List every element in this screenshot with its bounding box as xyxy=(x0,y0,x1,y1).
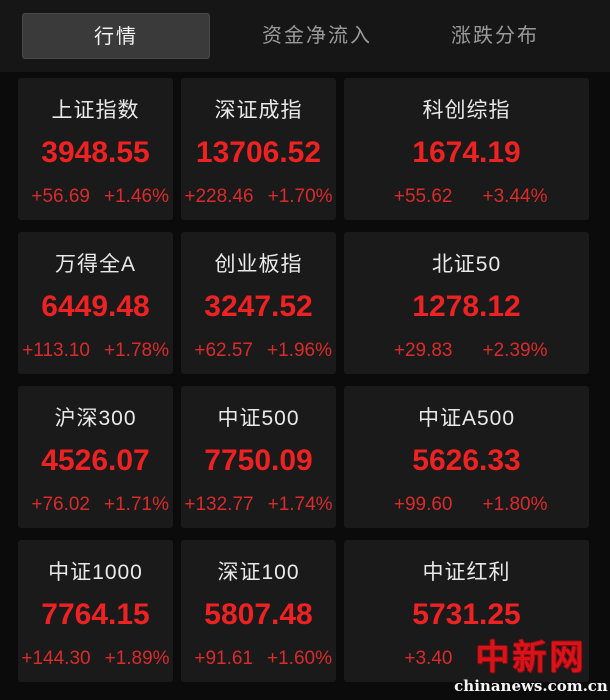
index-card[interactable]: 创业板指 3247.52 +62.57 +1.96% xyxy=(181,232,336,374)
index-name: 深证成指 xyxy=(214,99,303,122)
index-change-percent: +1.78% xyxy=(104,340,169,361)
index-price: 4526.07 xyxy=(41,444,150,477)
index-change-row: +113.10 +1.78% xyxy=(18,340,173,362)
index-change-value: +3.40 xyxy=(404,648,453,669)
index-change-percent: +3.44% xyxy=(482,186,548,207)
index-name: 北证50 xyxy=(431,253,502,276)
index-change-value: +91.61 xyxy=(194,648,253,669)
tab-bar: 行情 资金净流入 涨跌分布 xyxy=(0,0,610,72)
index-price: 7764.15 xyxy=(41,598,150,631)
index-change-percent: +1.70% xyxy=(267,186,333,207)
index-price: 6449.48 xyxy=(41,290,150,323)
index-name: 深证100 xyxy=(217,561,300,584)
index-name: 中证A500 xyxy=(417,407,516,430)
tab-gain-loss-distribution[interactable]: 涨跌分布 xyxy=(451,25,539,47)
index-change-value: +56.69 xyxy=(31,186,90,207)
index-card[interactable]: 上证指数 3948.55 +56.69 +1.46% xyxy=(18,78,173,220)
index-change-row: +132.77 +1.74% xyxy=(181,494,336,516)
index-card[interactable]: 深证100 5807.48 +91.61 +1.60% xyxy=(181,540,336,682)
index-card[interactable]: 深证成指 13706.52 +228.46 +1.70% xyxy=(181,78,336,220)
index-change-row: +55.62 +3.44% xyxy=(344,186,589,208)
index-change-row: +228.46 +1.70% xyxy=(181,186,336,208)
index-price: 3247.52 xyxy=(204,290,313,323)
index-card[interactable]: 中证红利 5731.25 +3.40 xyxy=(344,540,589,682)
index-price: 1278.12 xyxy=(412,290,521,323)
index-change-percent: +1.46% xyxy=(104,186,169,207)
index-name: 创业板指 xyxy=(214,253,303,276)
index-change-row: +62.57 +1.96% xyxy=(181,340,336,362)
index-name: 万得全A xyxy=(54,253,136,276)
index-card-grid: 上证指数 3948.55 +56.69 +1.46% 深证成指 13706.52… xyxy=(18,78,590,682)
index-change-percent: +1.80% xyxy=(482,494,548,515)
tab-quotes[interactable]: 行情 xyxy=(22,13,210,59)
index-change-value: +99.60 xyxy=(393,494,453,515)
index-change-percent: +1.60% xyxy=(267,648,332,669)
index-change-percent: +1.89% xyxy=(104,648,170,669)
index-name: 中证1000 xyxy=(48,561,143,584)
index-name: 沪深300 xyxy=(54,407,137,430)
index-price: 5731.25 xyxy=(412,598,521,631)
index-change-row: +99.60 +1.80% xyxy=(344,494,589,516)
index-card[interactable]: 中证500 7750.09 +132.77 +1.74% xyxy=(181,386,336,528)
tab-net-capital-inflow[interactable]: 资金净流入 xyxy=(262,25,372,47)
index-price: 5626.33 xyxy=(412,444,521,477)
index-change-percent: +2.39% xyxy=(482,340,548,361)
index-price: 5807.48 xyxy=(204,598,313,631)
index-price: 7750.09 xyxy=(204,444,313,477)
index-card[interactable]: 万得全A 6449.48 +113.10 +1.78% xyxy=(18,232,173,374)
index-card[interactable]: 中证1000 7764.15 +144.30 +1.89% xyxy=(18,540,173,682)
index-card[interactable]: 中证A500 5626.33 +99.60 +1.80% xyxy=(344,386,589,528)
index-price: 13706.52 xyxy=(195,136,322,169)
index-change-value: +55.62 xyxy=(393,186,453,207)
index-name: 中证500 xyxy=(217,407,300,430)
index-change-percent: +1.96% xyxy=(267,340,332,361)
index-change-value: +113.10 xyxy=(22,340,90,361)
index-change-row: +144.30 +1.89% xyxy=(18,648,173,670)
index-card[interactable]: 北证50 1278.12 +29.83 +2.39% xyxy=(344,232,589,374)
index-change-percent: +1.74% xyxy=(267,494,333,515)
index-change-row: +29.83 +2.39% xyxy=(344,340,589,362)
index-change-row: +91.61 +1.60% xyxy=(181,648,336,670)
index-name: 中证红利 xyxy=(422,561,511,584)
index-change-value: +62.57 xyxy=(194,340,253,361)
index-change-row: +56.69 +1.46% xyxy=(18,186,173,208)
index-price: 1674.19 xyxy=(412,136,521,169)
index-change-value: +76.02 xyxy=(31,494,90,515)
index-change-value: +144.30 xyxy=(21,648,91,669)
index-change-row: +3.40 xyxy=(344,648,589,670)
index-change-value: +228.46 xyxy=(184,186,254,207)
index-change-row: +76.02 +1.71% xyxy=(18,494,173,516)
index-change-percent: +1.71% xyxy=(104,494,169,515)
index-change-value: +132.77 xyxy=(184,494,254,515)
index-name: 科创综指 xyxy=(422,99,511,122)
index-price: 3948.55 xyxy=(41,136,150,169)
index-card[interactable]: 科创综指 1674.19 +55.62 +3.44% xyxy=(344,78,589,220)
index-change-value: +29.83 xyxy=(393,340,453,361)
index-name: 上证指数 xyxy=(51,99,140,122)
index-card[interactable]: 沪深300 4526.07 +76.02 +1.71% xyxy=(18,386,173,528)
